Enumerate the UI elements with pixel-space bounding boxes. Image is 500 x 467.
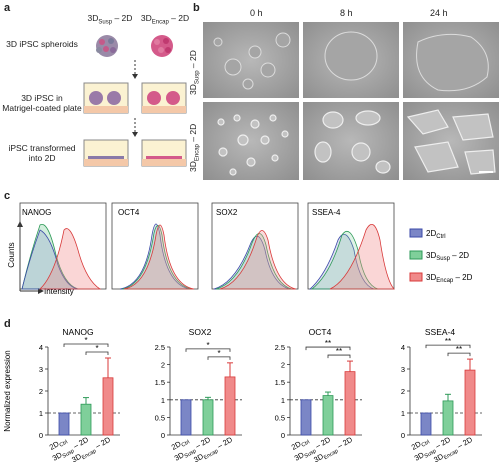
y-tick-label: 0 [161, 431, 165, 440]
legend-swatch-encap [409, 272, 423, 282]
y-tick-label: 2 [281, 361, 285, 370]
significance-bracket [305, 346, 351, 351]
legend-swatch-susp [409, 250, 423, 260]
bar-charts: Normalized expressionNANOG012342DCtrl3DS… [3, 327, 482, 464]
c-ylabel: Counts [7, 242, 16, 267]
significance-label: ** [325, 339, 331, 348]
significance-bracket [63, 343, 109, 347]
y-tick-label: 2 [161, 361, 165, 370]
panel-letter-b: b [193, 2, 200, 14]
y-tick-label: 1 [39, 409, 43, 418]
c-title-sox2: SOX2 [216, 208, 238, 217]
y-tick-label: 0.5 [275, 413, 285, 422]
y-tick-label: 0 [401, 431, 405, 440]
bar-0 [58, 412, 70, 436]
significance-label: ** [456, 345, 462, 354]
spheroid-susp-icon [96, 35, 118, 57]
bar-1 [80, 403, 92, 436]
spheroid-encap-icon [151, 35, 173, 57]
chart-title: OCT4 [309, 327, 332, 337]
panel-letter-a: a [4, 2, 11, 14]
panel-a-row-matrigel: 3D iPSC in Matrigel-coated plate [2, 93, 82, 113]
y-tick-label: 1 [281, 396, 285, 405]
panel-a-col1-header: 3DSusp – 2D [87, 13, 133, 26]
x-tick-label: 2DCtrl [290, 435, 311, 454]
c-xlabel: Intensity [44, 287, 74, 296]
panel-a-schematic [83, 35, 187, 167]
y-tick-label: 1.5 [275, 378, 285, 387]
bar-0 [420, 412, 432, 436]
y-tick-label: 1 [161, 396, 165, 405]
bar-1 [442, 400, 454, 436]
significance-label: ** [336, 347, 342, 356]
y-tick-label: 3 [39, 365, 43, 374]
y-tick-label: 1.5 [155, 378, 165, 387]
time-24h: 24 h [430, 8, 448, 18]
bar-0 [180, 399, 192, 436]
bar-0 [300, 399, 312, 436]
row-label-encap: 3DEncap – 2D [188, 123, 201, 172]
bar-2 [344, 371, 356, 436]
row-label-susp: 3DSusp – 2D [188, 50, 201, 95]
panel-letter-c: c [4, 190, 11, 202]
significance-label: * [95, 344, 98, 353]
bar-1 [322, 395, 334, 436]
chart-title: NANOG [62, 327, 93, 337]
bar-1 [202, 399, 214, 436]
x-tick-label: 2DCtrl [48, 435, 69, 454]
bar-2 [464, 369, 476, 436]
significance-bracket [327, 354, 351, 359]
y-tick-label: 2 [401, 387, 405, 396]
y-tick-label: 4 [39, 343, 43, 352]
legend-ctrl: 2DCtrl [426, 229, 446, 240]
y-tick-label: 3 [401, 365, 405, 374]
x-tick-label: 2DCtrl [170, 435, 191, 454]
plate-icon [83, 82, 187, 114]
panel-letter-d: d [4, 318, 11, 330]
significance-bracket [447, 352, 471, 357]
panel-a-row-spheroids: 3D iPSC spheroids [6, 39, 78, 49]
y-tick-label: 4 [401, 343, 405, 352]
y-tick-label: 1 [401, 409, 405, 418]
y-tick-label: 2 [39, 387, 43, 396]
significance-label: * [206, 341, 209, 350]
y-tick-label: 0.5 [155, 413, 165, 422]
x-tick-label: 2DCtrl [410, 435, 431, 454]
bar-2 [102, 377, 114, 436]
c-title-oct4: OCT4 [118, 208, 140, 217]
time-0h: 0 h [250, 8, 263, 18]
y-tick-label: 0 [281, 431, 285, 440]
significance-bracket [185, 348, 231, 352]
flow-histograms: Counts Intensity NANOG OCT4 SOX2 SSEA-4 [7, 202, 473, 296]
significance-bracket [85, 351, 109, 355]
d-ylabel: Normalized expression [3, 350, 12, 431]
panel-a-row-2d: iPSC transformed into 2D [8, 143, 76, 163]
legend-encap: 3DEncap – 2D [426, 273, 473, 284]
y-tick-label: 2.5 [155, 343, 165, 352]
c-title-nanog: NANOG [22, 208, 51, 217]
chart-title: SSEA-4 [425, 327, 456, 337]
micrograph-grid [203, 22, 499, 180]
plate-2d-icon [83, 139, 187, 167]
significance-label: ** [445, 337, 451, 346]
time-8h: 8 h [340, 8, 353, 18]
significance-label: * [84, 336, 87, 345]
significance-label: * [217, 349, 220, 358]
legend-swatch-ctrl [409, 228, 423, 238]
significance-bracket [207, 356, 231, 360]
y-tick-label: 0 [39, 431, 43, 440]
c-title-ssea4: SSEA-4 [312, 208, 341, 217]
c-legend: 2DCtrl 3DSusp – 2D 3DEncap – 2D [409, 228, 473, 284]
panel-a-col2-header: 3DEncap – 2D [140, 13, 190, 26]
bar-2 [224, 376, 236, 436]
y-tick-label: 2.5 [275, 343, 285, 352]
significance-bracket [425, 344, 471, 349]
chart-title: SOX2 [189, 327, 212, 337]
legend-susp: 3DSusp – 2D [426, 251, 469, 262]
